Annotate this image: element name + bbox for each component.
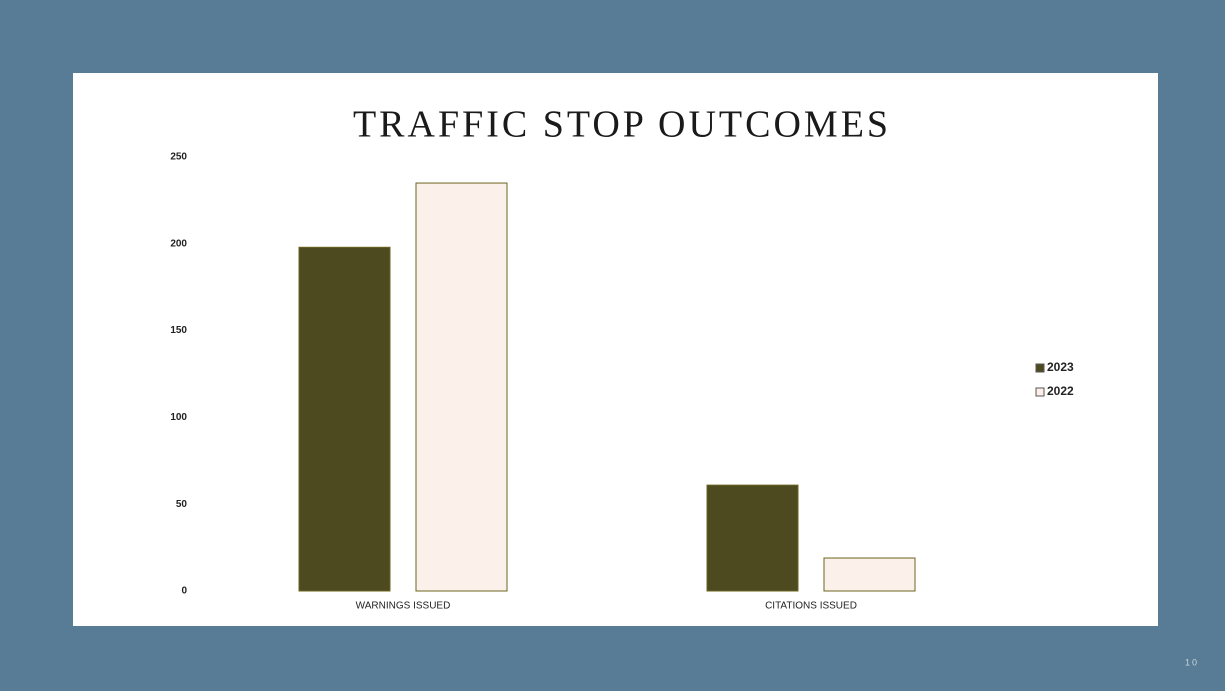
bar <box>823 557 916 592</box>
page-number: 10 <box>1185 657 1199 667</box>
y-tick-label: 100 <box>170 412 187 423</box>
chart-title: TRAFFIC STOP OUTCOMES <box>353 104 891 146</box>
chart-panel <box>73 73 1158 626</box>
y-tick-label: 150 <box>170 325 187 336</box>
legend-swatch <box>1035 363 1045 373</box>
x-tick-label: CITATIONS ISSUED <box>765 601 857 612</box>
bar <box>415 182 508 592</box>
legend-label: 2023 <box>1047 360 1074 374</box>
bar <box>298 246 391 592</box>
legend-label: 2022 <box>1047 384 1074 398</box>
y-tick-label: 0 <box>181 586 187 597</box>
y-tick-label: 200 <box>170 238 187 249</box>
y-tick-label: 50 <box>176 499 188 510</box>
legend-swatch <box>1035 387 1045 397</box>
x-tick-label: WARNINGS ISSUED <box>356 601 451 612</box>
y-tick-label: 250 <box>170 152 187 163</box>
bar <box>706 484 799 592</box>
